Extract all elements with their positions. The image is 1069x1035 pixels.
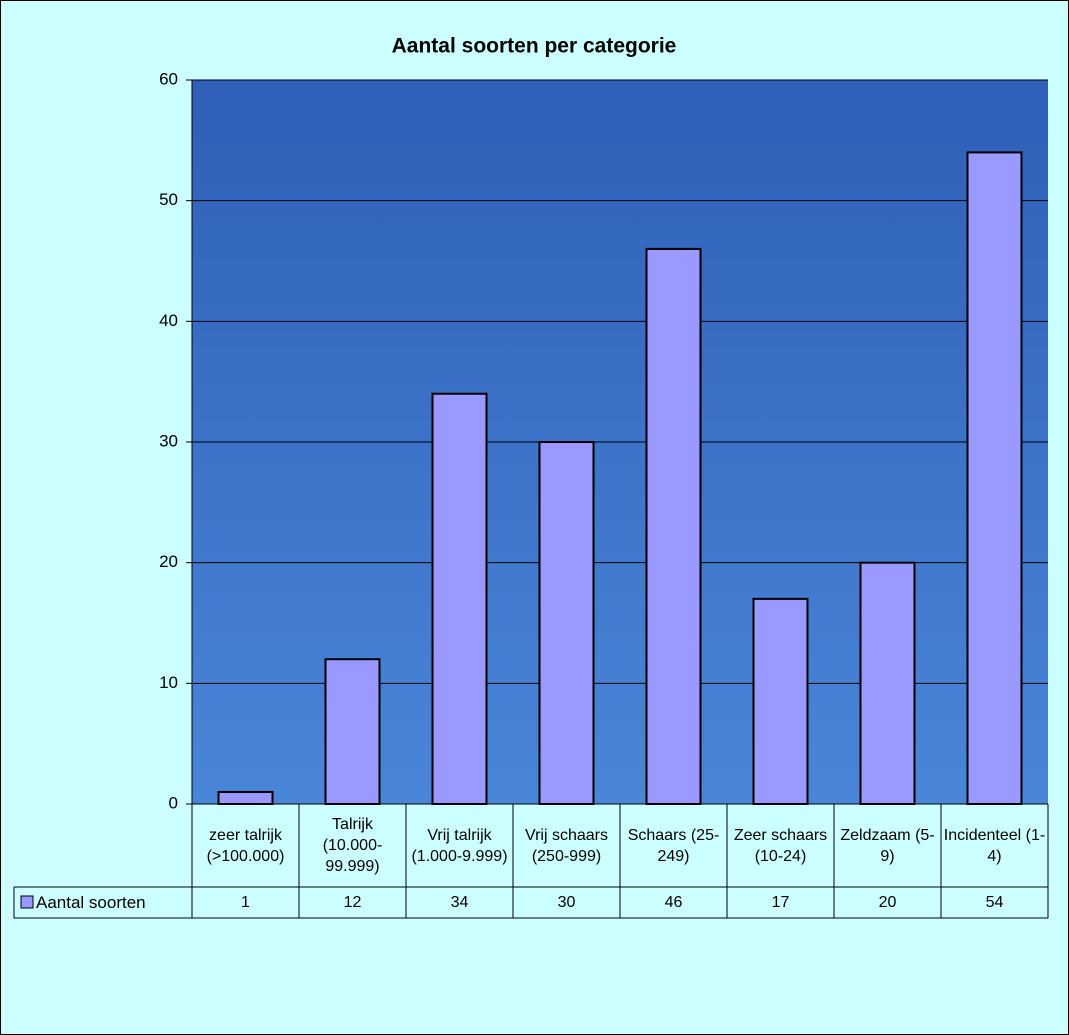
chart: Aantal soorten per categorie 0 10 20 30 40 50… <box>0 0 1069 1035</box>
x-tick-label: Vrij schaars (250-999) <box>513 804 620 887</box>
table-value: 54 <box>941 887 1048 918</box>
table-value: 12 <box>299 887 406 918</box>
x-tick-label: Schaars (25-249) <box>620 804 727 887</box>
bar <box>433 394 487 804</box>
bar <box>754 599 808 804</box>
bar <box>968 152 1022 804</box>
bar <box>540 442 594 804</box>
chart-title: Aantal soorten per categorie <box>392 35 677 58</box>
x-tick-label: zeer talrijk (>100.000) <box>192 804 299 887</box>
table-value: 1 <box>192 887 299 918</box>
x-tick-label: Incidenteel (1-4) <box>941 804 1048 887</box>
legend-swatch <box>21 896 33 908</box>
y-tick-label: 50 <box>159 190 178 209</box>
table-value: 17 <box>727 887 834 918</box>
bar <box>647 249 701 804</box>
legend-label: Aantal soorten <box>36 887 192 918</box>
y-tick-label: 60 <box>159 69 178 88</box>
x-tick-label: Zeldzaam (5-9) <box>834 804 941 887</box>
bar <box>861 563 915 804</box>
table-value: 30 <box>513 887 620 918</box>
table-value: 20 <box>834 887 941 918</box>
x-tick-label: Talrijk (10.000-99.999) <box>299 804 406 887</box>
y-tick-label: 30 <box>159 431 178 450</box>
x-tick-label: Zeer schaars (10-24) <box>727 804 834 887</box>
y-tick-label: 0 <box>169 793 178 812</box>
bar <box>219 792 273 804</box>
table-value: 34 <box>406 887 513 918</box>
y-tick-label: 10 <box>159 673 178 692</box>
x-tick-label: Vrij talrijk (1.000-9.999) <box>406 804 513 887</box>
y-tick-label: 20 <box>159 552 178 571</box>
y-tick-label: 40 <box>159 311 178 330</box>
bar <box>326 659 380 804</box>
table-value: 46 <box>620 887 727 918</box>
